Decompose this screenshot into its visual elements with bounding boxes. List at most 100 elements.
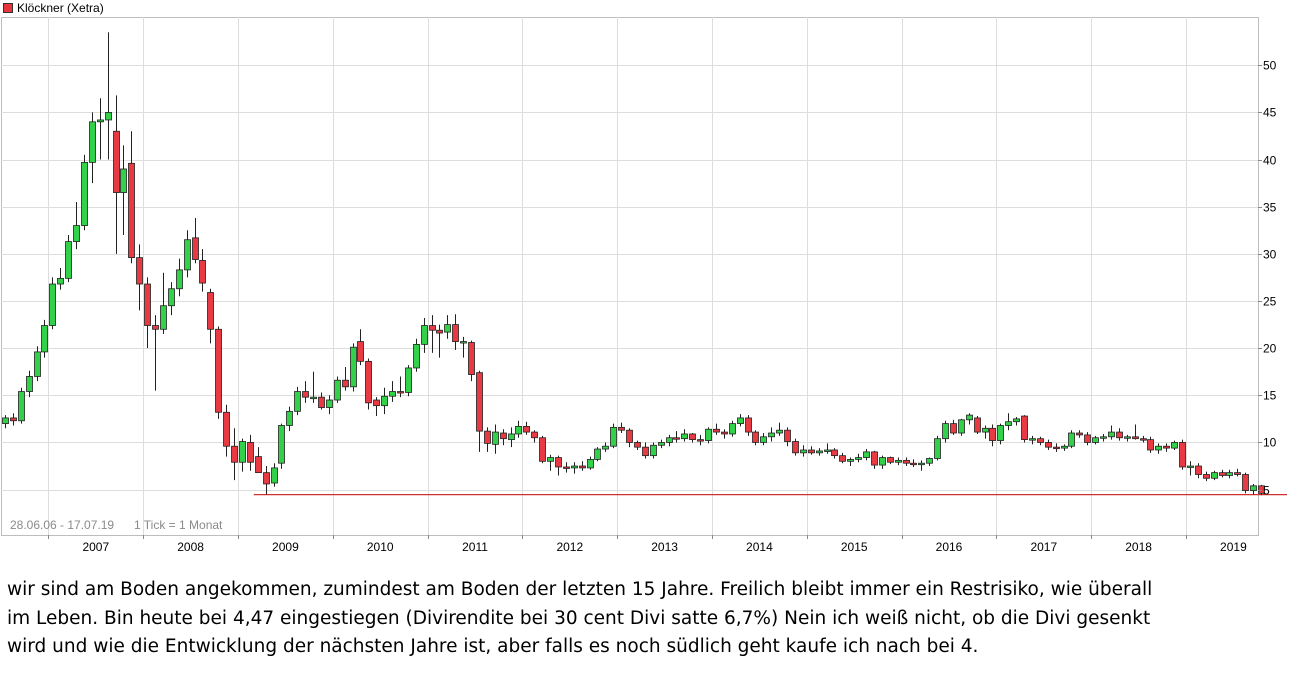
- candle-body-down: [128, 162, 135, 259]
- comment-line: im Leben. Bin heute bei 4,47 eingestiege…: [7, 607, 1151, 629]
- candle-body-down: [989, 427, 996, 441]
- candle: [642, 442, 649, 459]
- candle-body-up: [847, 459, 854, 462]
- candle: [1179, 439, 1186, 470]
- candle-body-down: [357, 341, 364, 362]
- candle: [484, 427, 491, 452]
- candle-body-up: [405, 367, 412, 393]
- candle-body-up: [81, 161, 88, 226]
- candle-body-down: [318, 396, 325, 408]
- candle-body-down: [531, 431, 538, 439]
- candle-body-down: [626, 429, 633, 443]
- y-tick-label: 15: [1263, 389, 1277, 403]
- candle-body-down: [342, 379, 349, 388]
- x-tick-label: 2008: [177, 540, 204, 554]
- date-range-label: 28.06.06 - 17.07.19: [10, 518, 115, 532]
- candle: [405, 365, 412, 397]
- candle-body-down: [887, 457, 894, 463]
- candle-body-up: [389, 391, 396, 397]
- candle-body-up: [942, 423, 949, 440]
- candle: [910, 459, 917, 467]
- candle: [184, 230, 191, 278]
- candle-body-up: [57, 277, 64, 285]
- candle: [1021, 415, 1028, 443]
- candle: [373, 397, 380, 417]
- candle-body-down: [563, 466, 570, 469]
- candle-body-down: [523, 426, 530, 433]
- candle-body-up: [1211, 472, 1218, 479]
- candle-body-up: [768, 432, 775, 438]
- candle: [1053, 443, 1060, 452]
- candle-body-down: [365, 360, 372, 404]
- candle-body-up: [926, 458, 933, 464]
- candle: [73, 201, 80, 250]
- candle: [468, 340, 475, 382]
- candle: [1068, 430, 1075, 449]
- candle-body-down: [136, 257, 143, 285]
- x-tick-label: 2018: [1125, 540, 1152, 554]
- candle: [326, 395, 333, 415]
- candles: [2, 32, 1265, 496]
- candle: [1147, 436, 1154, 453]
- candle: [176, 258, 183, 297]
- candle-body-down: [689, 433, 696, 441]
- candle-body-up: [816, 450, 823, 454]
- candle-body-down: [468, 342, 475, 375]
- candle: [879, 455, 886, 469]
- candle-body-up: [729, 423, 736, 435]
- candle-body-up: [421, 325, 428, 345]
- candle: [673, 431, 680, 443]
- candle-body-down: [1242, 474, 1249, 491]
- x-tick-label: 2019: [1220, 540, 1247, 554]
- candle-body-down: [634, 442, 641, 448]
- candle-body-up: [934, 438, 941, 459]
- candle: [1226, 469, 1233, 479]
- candle-body-up: [492, 431, 499, 445]
- candle-body-down: [871, 451, 878, 466]
- candle-body-down: [642, 446, 649, 457]
- candle: [547, 454, 554, 471]
- candle: [792, 438, 799, 456]
- candle-body-down: [831, 449, 838, 457]
- candle: [571, 462, 578, 474]
- price-chart: 5 10 15 20 25 30 35 40 45 50 2007 2008 2009 2010 2011…: [1, 1, 1287, 554]
- candle-body-down: [903, 459, 910, 464]
- candle-body-up: [918, 462, 925, 466]
- y-tick-label: 5: [1263, 484, 1270, 498]
- candle-body-up: [1187, 465, 1194, 468]
- candle-body-up: [41, 325, 48, 353]
- candle-body-down: [113, 130, 120, 193]
- candle-body-down: [484, 430, 491, 444]
- y-tick-label: 40: [1263, 154, 1277, 168]
- candle-body-down: [974, 417, 981, 433]
- candle-body-down: [302, 391, 309, 398]
- candle-body-up: [168, 288, 175, 307]
- x-tick-label: 2017: [1030, 540, 1057, 554]
- candle-body-up: [310, 396, 317, 400]
- candle-body-up: [1061, 445, 1068, 449]
- candle: [302, 381, 309, 403]
- candle-body-up: [444, 324, 451, 333]
- candle: [263, 466, 270, 495]
- y-tick-label: 30: [1263, 248, 1277, 262]
- candle-body-up: [278, 425, 285, 464]
- candle: [958, 418, 965, 436]
- x-axis: 2007 2008 2009 2010 2011 2012 2013 2014 2015 2016…: [48, 535, 1247, 554]
- candle-body-down: [752, 431, 759, 443]
- candle-body-up: [286, 410, 293, 426]
- candle: [563, 462, 570, 473]
- candle-body-up: [34, 351, 41, 377]
- candle-body-up: [958, 419, 965, 434]
- candle-body-up: [1124, 436, 1131, 439]
- candle-body-up: [73, 225, 80, 242]
- candle: [476, 370, 483, 452]
- candle: [1092, 435, 1099, 445]
- candle: [1132, 424, 1139, 440]
- candle: [286, 406, 293, 432]
- candle-body-down: [1045, 442, 1052, 448]
- candle: [1084, 432, 1091, 446]
- x-tick-label: 2014: [746, 540, 773, 554]
- candle: [705, 427, 712, 444]
- candle: [934, 435, 941, 461]
- candle-body-down: [721, 431, 728, 435]
